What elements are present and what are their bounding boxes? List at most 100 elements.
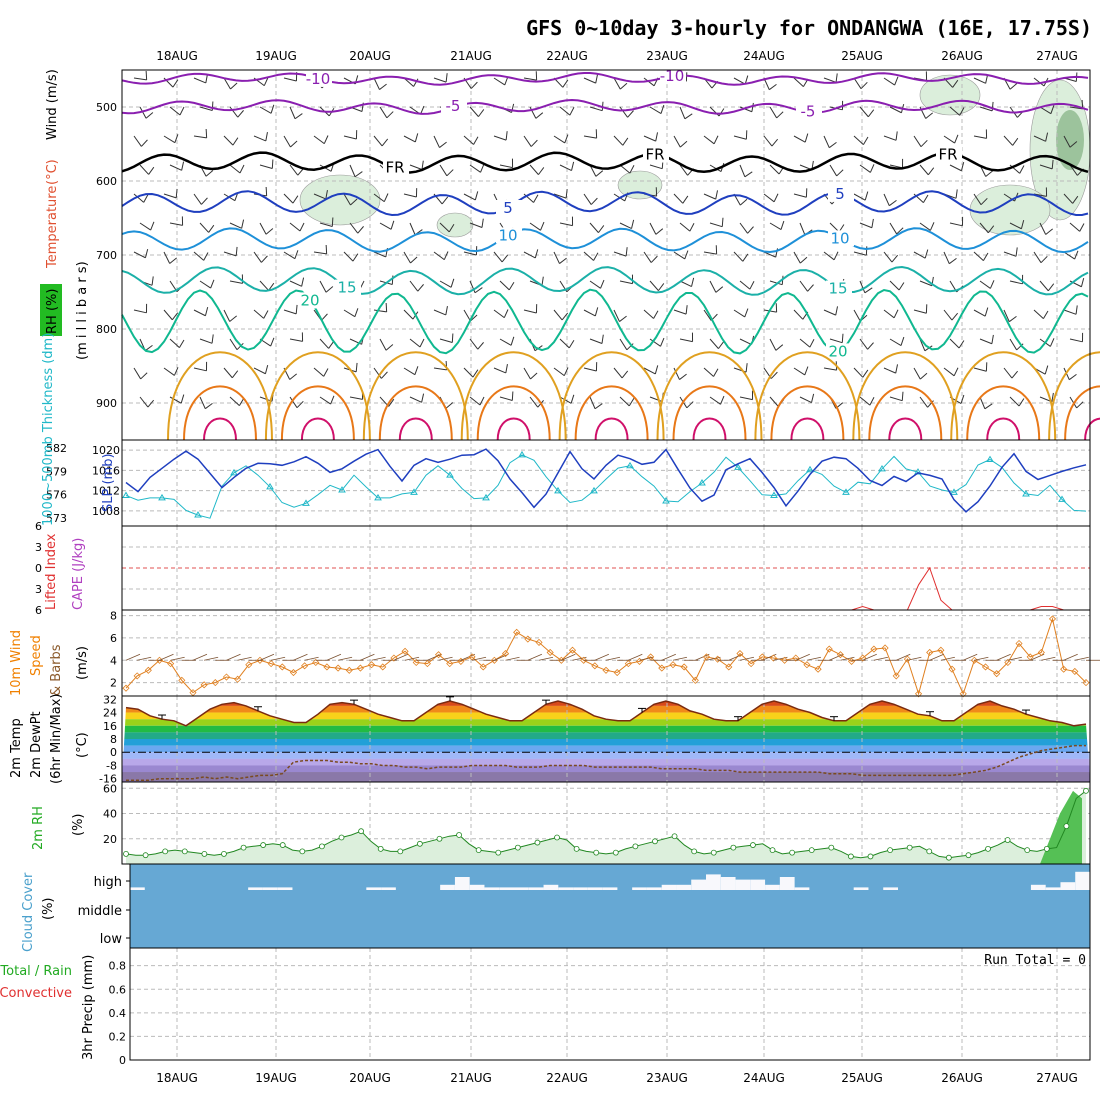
wind-barb [553,134,569,144]
cloud-levels: high middle low [78,875,130,947]
barb-shaft [523,367,531,380]
barb-shaft [709,280,717,293]
wind-speed-marker [602,666,610,674]
barb-shaft [463,367,474,378]
barb-flag [989,280,995,289]
barb-shaft [1009,280,1023,285]
barb-flag [570,394,575,404]
barb-flag [841,333,844,343]
y-tick-label: 573 [46,512,67,525]
rh-marker [710,849,717,856]
wind-barb [1003,367,1019,379]
barb-shaft [733,135,747,140]
wind-speed-marker [189,689,197,697]
barb-shaft [193,251,205,261]
wind10m-frame [121,609,1091,697]
barb-shaft [679,164,688,176]
barb-shaft [913,251,926,259]
wind-speed-marker [814,665,822,673]
warm-contour [378,385,453,441]
wind-speed-marker [792,654,800,662]
wind-barb [433,135,447,148]
barb-shaft [1063,251,1075,260]
rh-marker [142,852,149,859]
cloud-background [130,864,1090,948]
wind-barb [739,280,755,290]
wind-barb [559,161,575,171]
wind-barb [889,391,904,402]
barb-flag [655,132,659,142]
wind-barb [529,106,544,119]
wind10m-label-3: & Barbs [49,644,64,696]
barb-flag [593,252,599,261]
rh-marker [847,853,854,860]
barb-flag [541,276,544,286]
barb-flag [715,190,719,200]
high-cloud-bar [779,877,795,890]
wind-speed-marker [379,663,387,671]
barb-flag [355,362,358,372]
barb-shaft [349,222,359,234]
wind-speed-marker [736,649,744,658]
stability-grid [122,526,1090,610]
wind-barb [583,307,599,317]
barb-shaft [889,106,902,114]
wind-barb [913,304,928,314]
barb-shaft [229,222,242,229]
barb-shaft [679,280,692,287]
wind-barb [853,77,868,90]
barb-flag [925,112,933,119]
isotherm-label: 15 [828,280,847,298]
barb-flag [1072,195,1079,204]
barb-shaft [523,309,537,314]
barb-shaft [619,280,633,285]
wind-barb [829,333,844,344]
wind-speed-marker [1082,679,1090,687]
wind-barb [469,396,485,406]
rh-marker [612,849,619,856]
barb-flag [1081,332,1084,342]
barb-shaft [799,396,812,403]
thickness-marker [662,497,670,504]
wind-barb [163,134,179,144]
wind-speed-marker [1060,665,1068,673]
barb-shaft [649,164,663,170]
barb-flag [204,306,209,316]
date-label-bottom: 24AUG [743,1071,785,1085]
barb-flag [775,303,778,313]
wind-barb [229,164,245,174]
barb-flag [776,111,784,119]
wind-barb [673,193,689,204]
barb-flag [595,74,599,84]
barb-shaft [559,222,573,227]
barb-flag [864,191,869,201]
wind-barb [979,280,995,289]
surface-wind-barb [661,653,676,661]
isotherm-label: FR [645,146,664,164]
cold-band [122,758,1090,766]
wind-barb [799,393,815,403]
wind-barb [583,251,599,261]
barb-shaft [559,338,570,349]
barb-flag [770,371,778,379]
barb-flag [961,216,964,226]
thickness-marker [878,464,886,472]
y-tick-label: 6 [35,604,42,617]
date-label-top: 21AUG [450,49,492,63]
barb-flag [505,364,508,374]
barb-shaft [859,396,871,406]
barb-shaft [1069,164,1078,176]
barb-shaft [253,135,267,142]
wind-barb [1039,280,1055,292]
barb-flag [150,221,155,231]
wind-barb [919,222,935,231]
thickness-marker [590,486,598,494]
warm-contour [1048,351,1100,441]
wind-speed-marker [457,657,465,665]
barb-shaft [133,309,147,314]
wind-barb [253,132,268,142]
surface-wind-barb [929,653,944,661]
high-cloud-bar [499,887,514,890]
surface-wind-barb [471,656,487,661]
barb-flag [385,302,388,312]
